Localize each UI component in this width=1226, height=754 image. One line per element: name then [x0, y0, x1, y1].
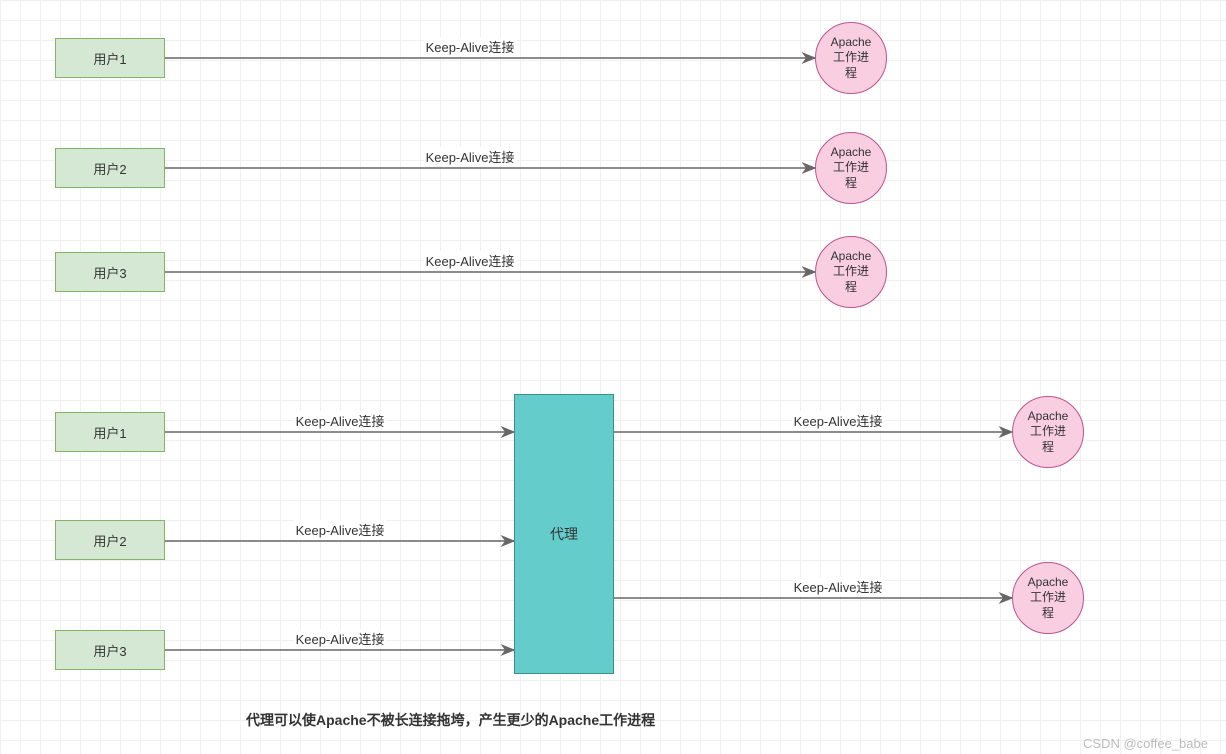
apache-worker-node: Apache 工作进 程: [815, 236, 887, 308]
user-node: 用户3: [55, 630, 165, 670]
user-node: 用户3: [55, 252, 165, 292]
user-node: 用户2: [55, 520, 165, 560]
connection-label: Keep-Alive连接: [424, 251, 517, 270]
connection-label: Keep-Alive连接: [424, 37, 517, 56]
apache-worker-node: Apache 工作进 程: [1012, 396, 1084, 468]
apache-worker-node: Apache 工作进 程: [815, 22, 887, 94]
connection-label: Keep-Alive连接: [424, 147, 517, 166]
user-node: 用户1: [55, 38, 165, 78]
user-node: 用户2: [55, 148, 165, 188]
proxy-node: 代理: [514, 394, 614, 674]
apache-worker-node: Apache 工作进 程: [815, 132, 887, 204]
user-node: 用户1: [55, 412, 165, 452]
connection-label: Keep-Alive连接: [792, 577, 885, 596]
connection-label: Keep-Alive连接: [294, 629, 387, 648]
diagram-caption: 代理可以使Apache不被长连接拖垮，产生更少的Apache工作进程: [246, 710, 655, 730]
apache-worker-node: Apache 工作进 程: [1012, 562, 1084, 634]
connection-label: Keep-Alive连接: [294, 411, 387, 430]
watermark-text: CSDN @coffee_babe: [1083, 736, 1208, 751]
connection-label: Keep-Alive连接: [294, 520, 387, 539]
connection-label: Keep-Alive连接: [792, 411, 885, 430]
